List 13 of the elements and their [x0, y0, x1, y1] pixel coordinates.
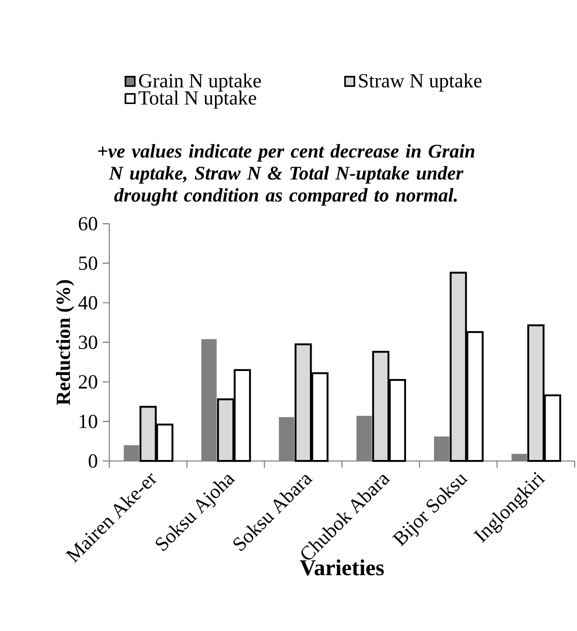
legend-label: Straw N uptake	[359, 73, 482, 92]
y-tick-label: 30	[78, 336, 98, 350]
y-axis-title: Reduction (%)	[56, 280, 74, 406]
x-axis-title: Varieties	[300, 559, 384, 576]
y-tick-label: 50	[79, 256, 98, 270]
y-tick-label: 20	[78, 375, 98, 389]
y-tick-label: 40	[78, 296, 98, 310]
legend-label: Total N uptake	[138, 90, 256, 109]
y-tick-label: 10	[80, 414, 98, 428]
y-tick-label: 0	[88, 454, 98, 468]
legend-label: Grain N uptake	[139, 73, 261, 92]
y-tick-label: 60	[78, 216, 98, 230]
chart-title: +ve values indicate per cent decrease in Grain N uptake, Straw N & Total N-uptake under drought condition as compared to normal.	[98, 144, 474, 206]
